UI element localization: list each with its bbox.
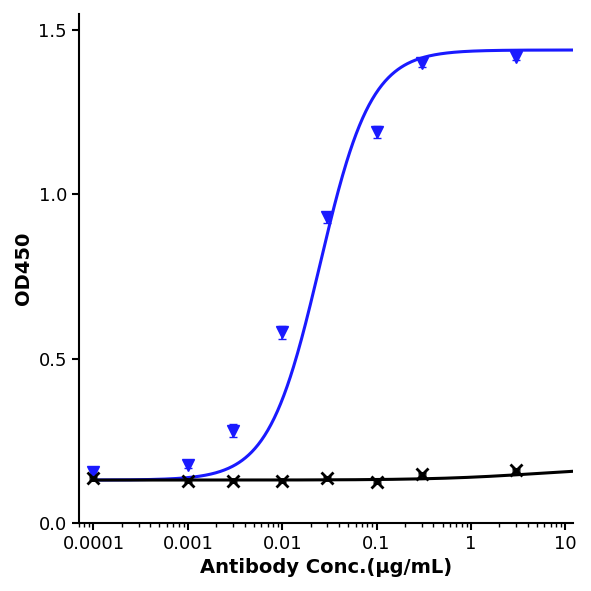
Y-axis label: OD450: OD450 [14,232,33,305]
X-axis label: Antibody Conc.(μg/mL): Antibody Conc.(μg/mL) [200,558,452,577]
